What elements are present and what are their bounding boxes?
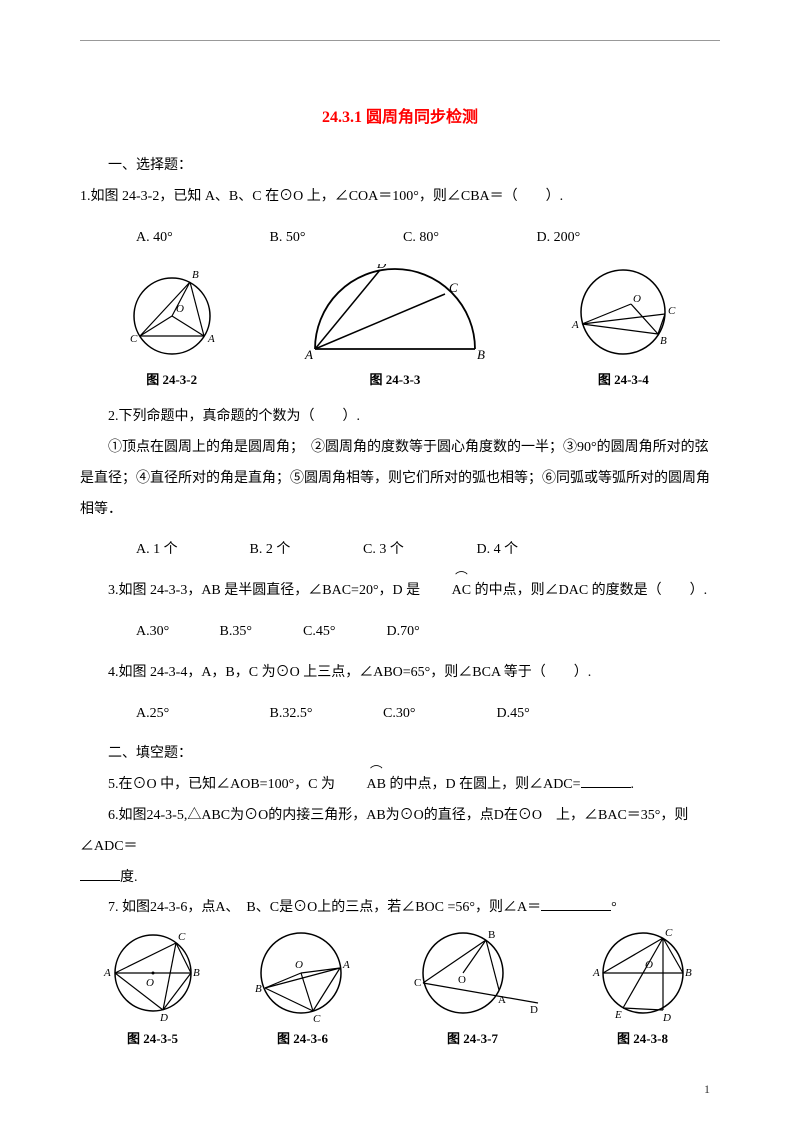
q1-options: A. 40° B. 50° C. 80° D. 200°	[80, 223, 720, 254]
svg-text:C: C	[313, 1013, 321, 1023]
svg-text:O: O	[645, 959, 653, 971]
section-2-heading: 二、填空题：	[80, 739, 720, 770]
fig-24-3-6-caption: 图 24-3-6	[243, 1025, 363, 1054]
q3-part-a: 3.如图 24-3-3，AB 是半圆直径，∠BAC=20°，D 是	[108, 583, 424, 598]
svg-text:A: A	[342, 959, 350, 971]
q5-part-a: 5.在⊙O 中，已知∠AOB=100°，C 为	[108, 777, 339, 792]
svg-text:A: A	[498, 994, 506, 1006]
q4-options: A.25° B.32.5° C.30° D.45°	[80, 699, 720, 730]
q2-text: 2.下列命题中，真命题的个数为（ ）.	[80, 402, 720, 433]
top-rule	[80, 40, 720, 41]
svg-text:B: B	[192, 269, 199, 281]
svg-text:D: D	[376, 264, 387, 271]
q7-part-a: 7. 如图24-3-6，点A、 B、C是⊙O上的三点，若∠BOC =56°，则∠…	[108, 900, 541, 915]
q6-part-a: 6.如图24-3-5,△ABC为⊙O的内接三角形，AB为⊙O的直径，点D在⊙O …	[80, 808, 688, 854]
q7-text: 7. 如图24-3-6，点A、 B、C是⊙O上的三点，若∠BOC =56°，则∠…	[80, 893, 720, 924]
svg-text:C: C	[449, 280, 458, 295]
q4-text: 4.如图 24-3-4，A，B，C 为⊙O 上三点，∠ABO=65°，则∠BCA…	[80, 658, 720, 689]
q2-body: ①顶点在圆周上的角是圆周角； ②圆周角的度数等于圆心角度数的一半；③90°的圆周…	[80, 433, 720, 525]
fig-24-3-7-caption: 图 24-3-7	[398, 1025, 548, 1054]
q4-opt-b: B.32.5°	[242, 699, 352, 730]
q1-opt-b: B. 50°	[242, 223, 372, 254]
svg-text:A: A	[103, 967, 111, 979]
svg-text:O: O	[458, 974, 466, 986]
q1-text: 1.如图 24-3-2，已知 A、B、C 在⊙O 上，∠COA＝100°，则∠C…	[80, 182, 720, 213]
q1-opt-c: C. 80°	[375, 223, 505, 254]
svg-text:A: A	[571, 319, 579, 331]
svg-text:B: B	[255, 983, 262, 995]
svg-text:B: B	[660, 335, 667, 347]
q3-opt-a: A.30°	[108, 617, 188, 648]
q3-part-b: 的中点，则∠DAC 的度数是（ ）.	[471, 583, 707, 598]
svg-text:B: B	[193, 967, 200, 979]
svg-text:D: D	[530, 1004, 538, 1016]
fig-24-3-3: A B C D 图 24-3-3	[295, 264, 495, 395]
fig-24-3-2: O A B C 图 24-3-2	[112, 264, 232, 395]
q3-options: A.30° B.35° C.45° D.70°	[80, 617, 720, 648]
q3-text: 3.如图 24-3-3，AB 是半圆直径，∠BAC=20°，D 是 AC 的中点…	[80, 576, 720, 607]
q4-opt-d: D.45°	[469, 699, 579, 730]
figure-row-1: O A B C 图 24-3-2 A B C D 图 24-3-3 O	[80, 264, 720, 395]
svg-text:O: O	[633, 293, 641, 305]
arc-ac: AC	[424, 576, 471, 607]
q6-part-b: 度.	[120, 870, 138, 885]
q7-part-b: °	[611, 900, 617, 915]
q5-part-b: 的中点，D 在圆上，则∠ADC=	[386, 777, 581, 792]
svg-text:O: O	[176, 303, 184, 315]
fig-24-3-4-caption: 图 24-3-4	[558, 366, 688, 395]
svg-text:C: C	[130, 333, 138, 345]
q3-opt-d: D.70°	[359, 617, 439, 648]
q5-blank	[581, 774, 631, 788]
q2-opt-b: B. 2 个	[222, 535, 332, 566]
svg-text:B: B	[477, 347, 485, 362]
svg-text:A: A	[304, 347, 313, 362]
svg-text:C: C	[178, 931, 186, 943]
q4-opt-a: A.25°	[108, 699, 238, 730]
fig-24-3-4: O A B C 图 24-3-4	[558, 264, 688, 395]
svg-text:D: D	[159, 1012, 168, 1023]
q2-options: A. 1 个 B. 2 个 C. 3 个 D. 4 个	[80, 535, 720, 566]
q2-opt-d: D. 4 个	[449, 535, 559, 566]
fig-24-3-6: O A B C 图 24-3-6	[243, 928, 363, 1054]
q3-opt-b: B.35°	[192, 617, 272, 648]
q1-opt-a: A. 40°	[108, 223, 238, 254]
fig-24-3-2-caption: 图 24-3-2	[112, 366, 232, 395]
fig-24-3-5: A B C D O 图 24-3-5	[98, 928, 208, 1054]
q1-opt-d: D. 200°	[509, 223, 639, 254]
svg-text:E: E	[614, 1009, 622, 1021]
q4-opt-c: C.30°	[355, 699, 465, 730]
q3-opt-c: C.45°	[275, 617, 355, 648]
figure-row-2: A B C D O 图 24-3-5 O A B C 图 24-3-6	[80, 928, 720, 1054]
svg-text:C: C	[668, 305, 676, 317]
page-number: 1	[704, 1076, 710, 1102]
q5-text: 5.在⊙O 中，已知∠AOB=100°，C 为 AB 的中点，D 在圆上，则∠A…	[80, 770, 720, 801]
section-1-heading: 一、选择题：	[80, 151, 720, 182]
q7-blank	[541, 897, 611, 911]
fig-24-3-8-caption: 图 24-3-8	[583, 1025, 703, 1054]
fig-24-3-7: O C B A D 图 24-3-7	[398, 928, 548, 1054]
svg-text:A: A	[592, 967, 600, 979]
svg-text:B: B	[488, 929, 495, 941]
svg-text:C: C	[414, 977, 421, 989]
svg-text:C: C	[665, 928, 673, 939]
page-title: 24.3.1 圆周角同步检测	[80, 100, 720, 135]
q2-opt-c: C. 3 个	[335, 535, 445, 566]
svg-text:A: A	[207, 333, 215, 345]
q5-part-c: .	[631, 777, 635, 792]
svg-text:B: B	[685, 967, 692, 979]
q2-opt-a: A. 1 个	[108, 535, 218, 566]
fig-24-3-5-caption: 图 24-3-5	[98, 1025, 208, 1054]
q6-blank	[80, 867, 120, 881]
svg-text:O: O	[146, 977, 154, 989]
fig-24-3-8: A B C D E O 图 24-3-8	[583, 928, 703, 1054]
arc-ab: AB	[339, 770, 386, 801]
svg-text:D: D	[662, 1012, 671, 1023]
q6-text: 6.如图24-3-5,△ABC为⊙O的内接三角形，AB为⊙O的直径，点D在⊙O …	[80, 801, 720, 893]
fig-24-3-3-caption: 图 24-3-3	[295, 366, 495, 395]
svg-text:O: O	[295, 959, 303, 971]
